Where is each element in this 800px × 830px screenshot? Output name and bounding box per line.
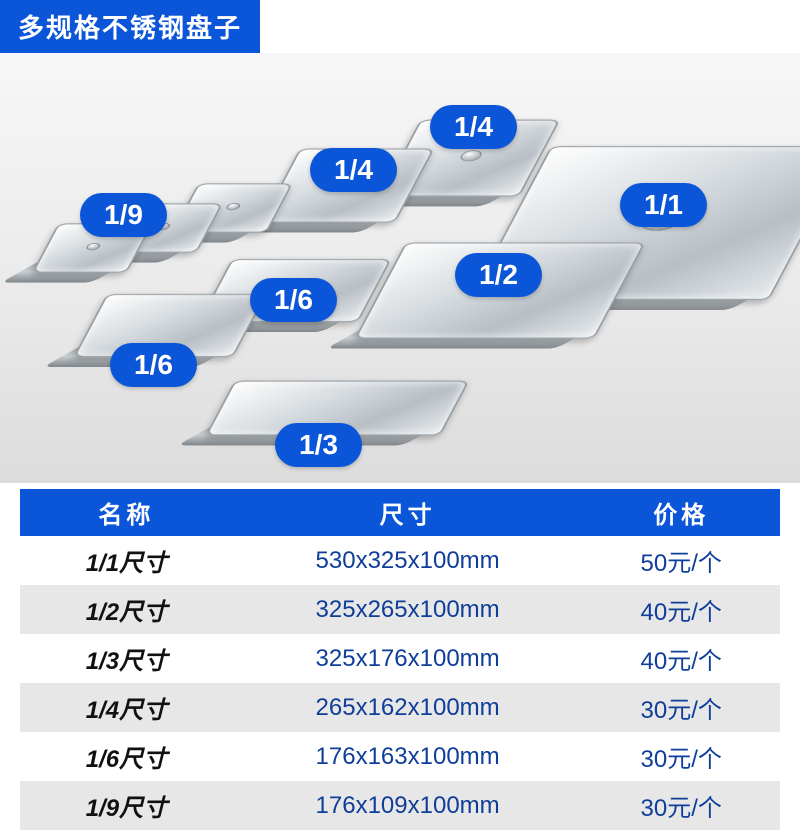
- cell-price: 30元/个: [582, 781, 780, 830]
- table-row: 1/6尺寸176x163x100mm30元/个: [20, 732, 780, 781]
- col-size: 尺寸: [233, 489, 583, 536]
- cell-size: 176x163x100mm: [233, 732, 583, 781]
- cell-price: 50元/个: [582, 536, 780, 585]
- table-row: 1/2尺寸325x265x100mm40元/个: [20, 585, 780, 634]
- cell-name: 1/9尺寸: [20, 781, 233, 830]
- product-diagram: 1/1 1/2 1/3 1/4 1/4 1/6 1/6 1/9: [0, 53, 800, 483]
- table-row: 1/4尺寸265x162x100mm30元/个: [20, 683, 780, 732]
- size-badge: 1/4: [310, 148, 397, 192]
- size-badge: 1/4: [430, 105, 517, 149]
- size-badge: 1/3: [275, 423, 362, 467]
- cell-price: 30元/个: [582, 683, 780, 732]
- cell-size: 325x176x100mm: [233, 634, 583, 683]
- size-badge: 1/2: [455, 253, 542, 297]
- cell-name: 1/1尺寸: [20, 536, 233, 585]
- cell-name: 1/4尺寸: [20, 683, 233, 732]
- cell-price: 40元/个: [582, 634, 780, 683]
- cell-size: 530x325x100mm: [233, 536, 583, 585]
- table-header-row: 名称 尺寸 价格: [20, 489, 780, 536]
- cell-size: 176x109x100mm: [233, 781, 583, 830]
- table-row: 1/9尺寸176x109x100mm30元/个: [20, 781, 780, 830]
- table-row: 1/3尺寸325x176x100mm40元/个: [20, 634, 780, 683]
- spec-table: 名称 尺寸 价格 1/1尺寸530x325x100mm50元/个1/2尺寸325…: [20, 489, 780, 830]
- cell-price: 30元/个: [582, 732, 780, 781]
- cell-size: 325x265x100mm: [233, 585, 583, 634]
- col-price: 价格: [582, 489, 780, 536]
- size-badge: 1/6: [110, 343, 197, 387]
- page-title: 多规格不锈钢盘子: [0, 0, 260, 53]
- cell-price: 40元/个: [582, 585, 780, 634]
- col-name: 名称: [20, 489, 233, 536]
- cell-name: 1/2尺寸: [20, 585, 233, 634]
- size-badge: 1/6: [250, 278, 337, 322]
- size-badge: 1/1: [620, 183, 707, 227]
- size-badge: 1/9: [80, 193, 167, 237]
- cell-name: 1/6尺寸: [20, 732, 233, 781]
- cell-name: 1/3尺寸: [20, 634, 233, 683]
- table-row: 1/1尺寸530x325x100mm50元/个: [20, 536, 780, 585]
- cell-size: 265x162x100mm: [233, 683, 583, 732]
